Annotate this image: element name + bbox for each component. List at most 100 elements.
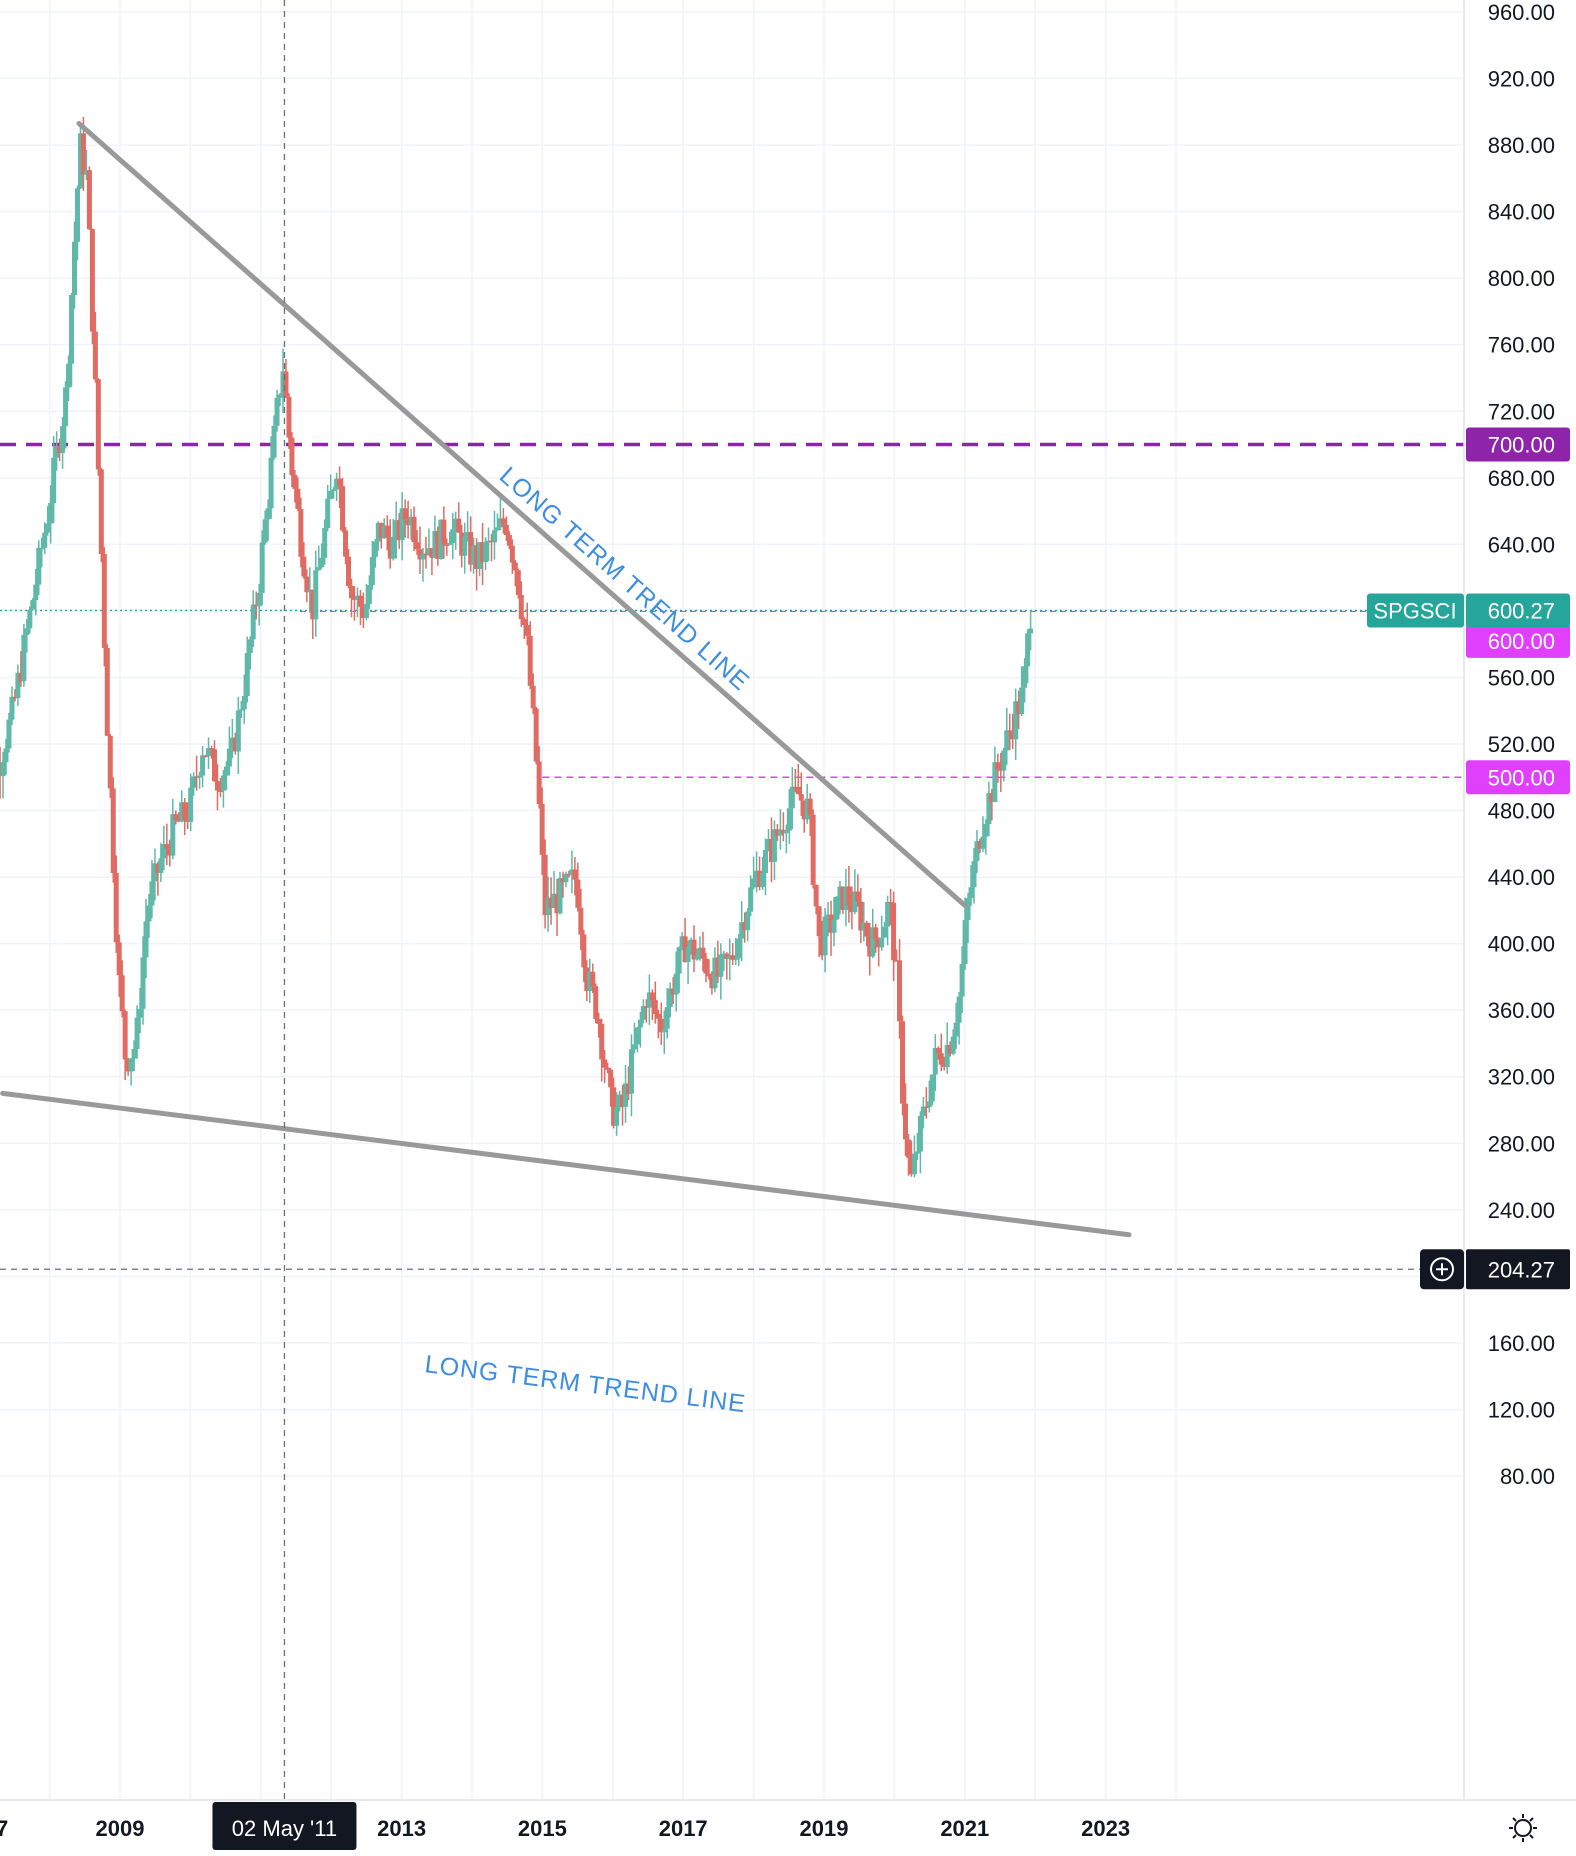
- candle-up: [953, 1022, 959, 1037]
- candle-up: [42, 532, 48, 548]
- candle-down: [521, 619, 527, 625]
- candle-up: [238, 709, 244, 711]
- candle-up: [161, 844, 167, 859]
- candle-up: [191, 776, 197, 788]
- candle-down: [935, 1048, 941, 1054]
- candle-down: [110, 788, 116, 873]
- candle-up: [316, 567, 322, 571]
- candle-up: [885, 902, 891, 927]
- candle-down: [840, 886, 846, 910]
- candle-down: [203, 755, 209, 757]
- candle-down: [649, 992, 655, 1001]
- candle-up: [882, 926, 888, 938]
- price-tick-label: 400.00: [1488, 932, 1555, 957]
- candle-up: [36, 547, 42, 585]
- candle-down: [346, 556, 352, 586]
- candle-down: [295, 488, 301, 510]
- candle-down: [480, 542, 486, 562]
- candle-up: [992, 762, 998, 803]
- candle-down: [530, 685, 536, 709]
- candle-up: [363, 604, 369, 619]
- candle-down: [798, 794, 804, 801]
- candle-up: [188, 787, 194, 822]
- candle-down: [923, 1106, 929, 1109]
- price-tick-label: 120.00: [1488, 1397, 1555, 1422]
- candle-up: [39, 547, 45, 550]
- candle-down: [888, 902, 894, 904]
- candle-up: [375, 522, 381, 542]
- candle-up: [265, 508, 271, 520]
- candle-up: [1004, 730, 1010, 751]
- candle-down: [554, 893, 560, 914]
- candle-up: [789, 786, 795, 809]
- candle-down: [977, 841, 983, 849]
- trendline-label-upper: LONG TERM TREND LINE: [494, 462, 755, 697]
- candle-up: [712, 957, 718, 989]
- candle-down: [774, 829, 780, 836]
- candle-down: [873, 927, 879, 939]
- candle-up: [313, 570, 319, 620]
- candle-down: [768, 839, 774, 862]
- candle-down: [167, 848, 173, 856]
- add-plus-icon[interactable]: [1430, 1257, 1454, 1282]
- candle-down: [378, 522, 384, 539]
- candle-down: [611, 1087, 617, 1126]
- candle-up: [128, 1058, 134, 1072]
- candle-down: [891, 902, 897, 961]
- candle-up: [804, 798, 810, 820]
- candle-down: [95, 379, 101, 470]
- candle-up: [280, 371, 286, 395]
- candle-up: [48, 503, 54, 524]
- candle-down: [396, 520, 402, 541]
- candle-down: [468, 532, 474, 565]
- candle-up: [763, 849, 769, 874]
- price-tick-label: 840.00: [1488, 200, 1555, 225]
- candle-up: [247, 639, 253, 654]
- candle-down: [122, 1011, 128, 1060]
- candle-down: [670, 988, 676, 995]
- candle-down: [682, 936, 688, 963]
- candle-up: [426, 548, 432, 554]
- candle-up: [685, 947, 691, 963]
- candle-down: [605, 1067, 611, 1070]
- candle-up: [9, 696, 15, 720]
- time-tick-label-edge: 7: [0, 1816, 8, 1841]
- candle-down: [402, 508, 408, 520]
- candle-up: [152, 863, 158, 882]
- price-tick-label: 800.00: [1488, 266, 1555, 291]
- candle-up: [617, 1094, 623, 1108]
- candle-down: [185, 819, 191, 822]
- candle-down: [1016, 701, 1022, 715]
- candle-up: [694, 955, 700, 960]
- candle-up: [661, 1028, 667, 1033]
- trendline-lower[interactable]: [0, 1090, 1132, 1238]
- candle-up: [420, 553, 426, 560]
- candle-down: [575, 879, 581, 908]
- candle-up: [676, 947, 682, 974]
- candle-up: [1025, 633, 1031, 667]
- trendline-upper[interactable]: [76, 120, 968, 908]
- candle-up: [765, 839, 771, 850]
- candle-up: [268, 457, 274, 509]
- price-tick-label: 920.00: [1488, 67, 1555, 92]
- price-tick-label: 640.00: [1488, 532, 1555, 557]
- candle-up: [206, 748, 212, 757]
- candle-down: [304, 576, 310, 593]
- candle-up: [63, 387, 69, 427]
- candle-down: [524, 624, 530, 636]
- candle-down: [706, 973, 712, 977]
- price-tick-label: 440.00: [1488, 865, 1555, 890]
- candle-up: [244, 653, 250, 697]
- candle-up: [929, 1074, 935, 1102]
- candle-up: [754, 870, 760, 879]
- candle-down: [387, 537, 393, 559]
- candle-up: [354, 595, 360, 600]
- candle-up: [366, 585, 372, 605]
- candle-up: [628, 1049, 634, 1094]
- candle-down: [500, 518, 506, 525]
- candle-down: [757, 870, 763, 888]
- candle-up: [831, 919, 837, 933]
- settings-gear-icon[interactable]: [1509, 1814, 1537, 1842]
